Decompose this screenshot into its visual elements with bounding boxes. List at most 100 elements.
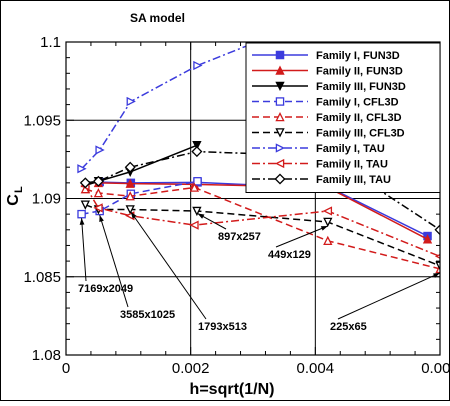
y-tick-label: 1.09 — [32, 191, 61, 208]
annotation-label: 897x257 — [218, 231, 261, 243]
triangle-marker — [275, 143, 286, 153]
plot-frame — [65, 41, 441, 356]
legend-item: Family III, TAU — [252, 173, 391, 186]
square-marker — [77, 209, 86, 219]
x-tick-label: 0.004 — [297, 360, 335, 377]
series-family-ii-tau — [80, 181, 440, 259]
legend-item: Family III, CFL3D — [252, 128, 405, 140]
annotation-label: 3585x1025 — [120, 309, 175, 321]
triangle-marker — [275, 128, 285, 138]
series-line — [85, 144, 198, 187]
annotation-arrowhead — [79, 218, 85, 225]
annotation-arrowhead — [320, 225, 328, 231]
triangle-marker — [93, 187, 104, 198]
annotation-arrow — [81, 218, 87, 282]
triangle-marker — [434, 253, 440, 259]
series-family-i-tau — [77, 42, 259, 174]
diamond-marker — [92, 175, 104, 187]
annotation-arrowhead — [197, 213, 205, 219]
diamond-marker — [434, 224, 440, 236]
diamond-marker — [191, 146, 203, 158]
series-family-ii-cfl3d — [80, 182, 440, 274]
annotation: 225x65 — [330, 272, 441, 333]
legend-label: Family II, TAU — [316, 159, 388, 171]
y-axis-label-main: C — [5, 194, 22, 206]
y-axis-label: C L — [5, 186, 25, 206]
annotation-label: 225x65 — [330, 321, 367, 333]
diamond-marker — [79, 177, 91, 189]
annotation-arrowhead — [433, 272, 440, 278]
y-tick-label: 1.1 — [40, 34, 61, 51]
annotation: 3585x1025 — [99, 214, 175, 321]
triangle-marker — [435, 261, 440, 271]
square-marker — [275, 97, 285, 106]
chart-title: SA model — [130, 11, 185, 25]
triangle-marker — [193, 60, 203, 71]
annotation: 897x257 — [197, 213, 261, 243]
annotation-arrowhead — [99, 215, 104, 223]
annotation-arrow — [337, 272, 441, 320]
triangle-marker — [95, 145, 105, 155]
annotation-arrow — [130, 211, 207, 320]
square-marker — [193, 177, 202, 186]
annotation-arrow — [275, 225, 328, 248]
y-tick-label: 1.085 — [23, 269, 61, 286]
triangle-marker — [323, 235, 333, 246]
triangle-marker — [125, 191, 135, 201]
x-tick-label: 0.002 — [172, 360, 210, 377]
square-marker — [275, 50, 285, 60]
triangle-marker — [323, 217, 333, 228]
y-axis-label-sub: L — [13, 186, 25, 193]
series-line — [85, 150, 440, 231]
triangle-marker — [275, 81, 285, 92]
legend-label: Family III, FUN3D — [316, 81, 406, 93]
series-line — [84, 185, 440, 258]
x-axis-label: h=sqrt(1/N) — [190, 381, 275, 398]
y-tick-label: 1.08 — [32, 347, 61, 364]
annotation-label: 1793x513 — [198, 321, 247, 333]
legend-label: Family I, TAU — [316, 143, 385, 155]
annotation-arrow — [99, 214, 129, 308]
triangle-marker — [125, 205, 135, 215]
legend-label: Family I, FUN3D — [316, 50, 400, 62]
legend-label: Family III, CFL3D — [316, 128, 405, 140]
series-line — [81, 180, 198, 215]
triangle-marker — [77, 164, 87, 174]
triangle-marker — [80, 200, 90, 210]
legend-item: Family I, TAU — [252, 143, 385, 155]
triangle-marker — [126, 96, 136, 107]
triangle-marker — [189, 182, 200, 192]
triangle-marker — [125, 178, 135, 188]
annotation: 449x129 — [268, 225, 328, 261]
triangle-marker — [93, 203, 103, 213]
diamond-marker — [124, 161, 136, 173]
series-line — [85, 186, 440, 270]
legend-item: Family II, TAU — [252, 159, 388, 171]
triangle-marker — [189, 220, 199, 230]
diamond-marker — [274, 173, 286, 185]
annotation: 7169x2049 — [78, 218, 133, 295]
x-tick-label: 0 — [62, 360, 70, 377]
triangle-marker — [192, 141, 202, 151]
x-tick-label: 0.006 — [421, 360, 450, 377]
legend-label: Family II, FUN3D — [316, 66, 403, 78]
legend-item: Family III, FUN3D — [252, 81, 406, 93]
legend-item: Family I, CFL3D — [252, 97, 399, 109]
annotation: 1793x513 — [130, 211, 247, 333]
triangle-marker — [192, 206, 202, 217]
annotation-arrowhead — [130, 211, 137, 219]
legend-label: Family III, TAU — [316, 174, 391, 186]
triangle-marker — [275, 111, 285, 122]
triangle-marker — [322, 206, 333, 216]
triangle-marker — [275, 65, 285, 75]
legend: Family I, FUN3D Family II, FUN3D Family II… — [245, 42, 441, 193]
legend-label: Family I, CFL3D — [316, 97, 399, 109]
legend-label: Family II, CFL3D — [316, 112, 402, 124]
legend-item: Family II, FUN3D — [252, 65, 403, 78]
legend-item: Family I, FUN3D — [252, 50, 400, 62]
triangle-marker — [274, 158, 285, 169]
y-tick-label: 1.095 — [23, 112, 61, 129]
annotation-label: 449x129 — [268, 249, 311, 261]
